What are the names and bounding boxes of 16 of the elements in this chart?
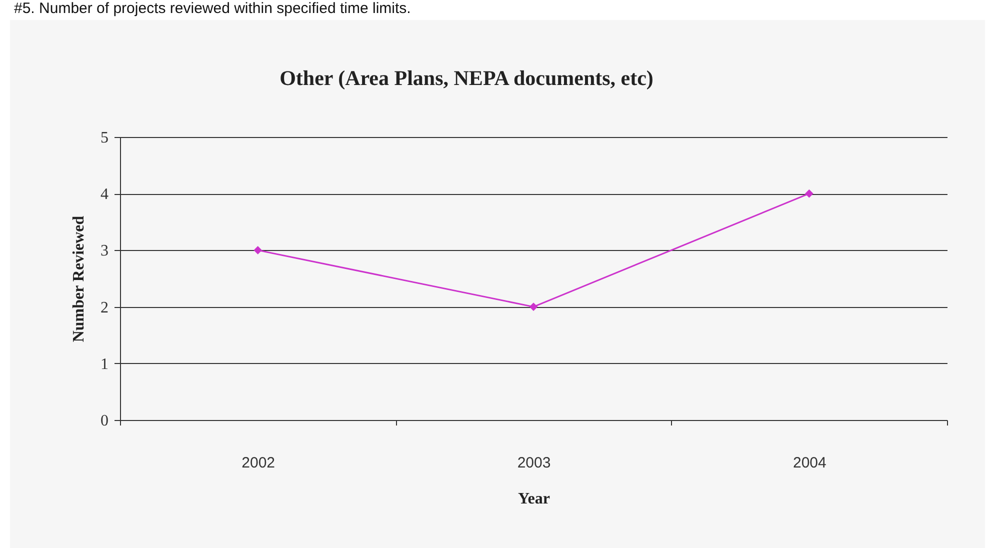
y-tick-label: 5 [100,130,108,146]
y-tick-label: 0 [100,412,108,430]
point [254,246,262,254]
x-tick-label: 2003 [517,454,551,472]
y-axis-title: Number Reviewed [70,216,88,342]
point [804,189,814,198]
chart-title: Other (Area Plans, NEPA documents, etc) [280,66,654,90]
y-tick-label: 2 [100,299,108,316]
x-axis-title: Year [518,490,550,508]
x-tick-label: 2002 [242,454,276,472]
y-tick-label: 3 [100,242,108,260]
point [529,302,538,311]
y-tick-label: 1 [100,356,108,373]
x-tick-label: 2004 [792,454,826,472]
text: #5. Number of projects reviewed within specified time limits. [14,0,411,17]
y-tick-label: 4 [100,186,108,204]
